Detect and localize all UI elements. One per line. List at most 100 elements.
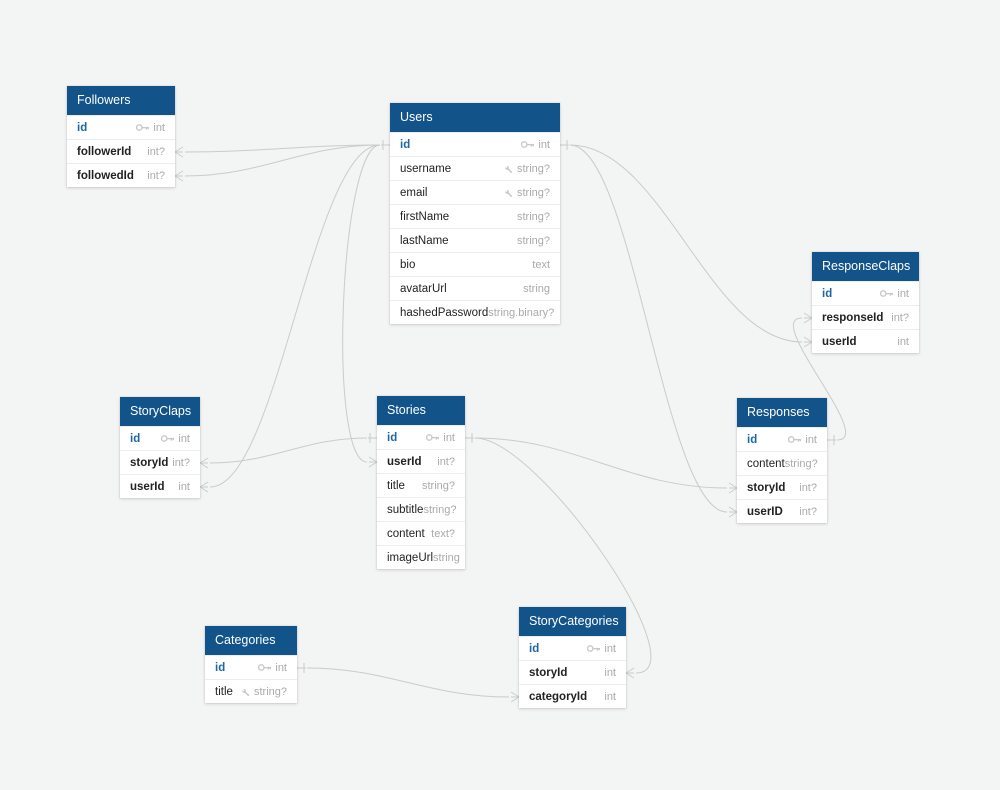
table-row: followedId int? <box>67 163 175 187</box>
column-type: string? <box>254 686 287 698</box>
column-name: id <box>400 139 410 151</box>
column-type: string.binary? <box>488 307 554 319</box>
column-name: email <box>400 187 427 199</box>
table-header[interactable]: StoryClaps <box>120 397 200 426</box>
column-type: string? <box>517 163 550 175</box>
column-type: int <box>538 139 550 151</box>
table-row: storyIdint? <box>737 475 827 499</box>
table-row: userIdint <box>812 329 919 353</box>
table-header[interactable]: Categories <box>205 626 297 655</box>
column-type: string <box>433 552 460 564</box>
column-type: int? <box>437 456 455 468</box>
table-row: lastName string? <box>390 228 560 252</box>
column-name: followedId <box>77 170 134 182</box>
column-name: content <box>387 528 425 540</box>
column-name: subtitle <box>387 504 423 516</box>
column-name: id <box>215 662 225 674</box>
table-header[interactable]: ResponseClaps <box>812 252 919 281</box>
column-type: int? <box>147 170 165 182</box>
table-row: subtitlestring? <box>377 497 465 521</box>
column-name: storyId <box>529 667 567 679</box>
key-icon <box>788 435 801 444</box>
table-storycategories[interactable]: StoryCategoriesidintstoryIdintcategoryId… <box>519 607 626 708</box>
column-name: userId <box>130 481 165 493</box>
table-users[interactable]: Usersidintusernamestring?emailstring?fir… <box>390 103 560 324</box>
table-row: avatarUrl string <box>390 276 560 300</box>
column-name: title <box>215 686 233 698</box>
table-row: followerIdint? <box>67 139 175 163</box>
table-row: emailstring? <box>390 180 560 204</box>
table-row: responseIdint? <box>812 305 919 329</box>
column-type: int <box>153 122 165 134</box>
column-type: string? <box>423 504 456 516</box>
table-row: categoryId int <box>519 684 626 708</box>
column-type: int <box>604 691 616 703</box>
column-type: int <box>443 432 455 444</box>
table-storyclaps[interactable]: StoryClaps id int storyIdint? userId int <box>120 397 200 498</box>
table-row: title string? <box>205 679 297 703</box>
relation-edge <box>475 438 727 488</box>
column-name: imageUrl <box>387 552 433 564</box>
column-name: id <box>747 434 757 446</box>
table-header[interactable]: Followers <box>67 86 175 115</box>
table-row: contenttext? <box>377 521 465 545</box>
column-type: int <box>275 662 287 674</box>
column-type: int <box>178 481 190 493</box>
table-row: id int <box>67 115 175 139</box>
table-row: userIDint? <box>737 499 827 523</box>
column-type: int <box>178 433 190 445</box>
column-type: string <box>523 283 550 295</box>
table-row: storyIdint? <box>120 450 200 474</box>
column-name: id <box>130 433 140 445</box>
relation-edge <box>307 668 509 697</box>
column-type: string? <box>422 480 455 492</box>
column-name: userID <box>747 506 783 518</box>
table-row: id int <box>120 426 200 450</box>
table-row: idint <box>812 281 919 305</box>
column-name: userId <box>822 336 857 348</box>
diagram-canvas: FollowersidintfollowerIdint?followedIdin… <box>0 0 1000 790</box>
table-categories[interactable]: Categories id int title string? <box>205 626 297 703</box>
table-followers[interactable]: Followers id int followerIdint? followedId in… <box>67 86 175 187</box>
relation-edge <box>210 145 380 487</box>
column-type: string? <box>517 235 550 247</box>
table-responses[interactable]: Responsesidintcontentstring?storyIdint?u… <box>737 398 827 523</box>
table-row: imageUrlstring <box>377 545 465 569</box>
key-icon <box>258 663 271 672</box>
table-header[interactable]: Users <box>390 103 560 132</box>
table-row: idint <box>737 427 827 451</box>
table-row: storyId int <box>519 660 626 684</box>
column-type: string? <box>517 211 550 223</box>
column-type: int? <box>147 146 165 158</box>
column-name: id <box>77 122 87 134</box>
column-name: id <box>387 432 397 444</box>
column-name: title <box>387 480 405 492</box>
table-stories[interactable]: StoriesidintuserIdint?titlestring?subtit… <box>377 396 465 569</box>
relation-edge <box>185 145 380 152</box>
column-type: int <box>897 288 909 300</box>
column-name: categoryId <box>529 691 587 703</box>
column-type: int? <box>891 312 909 324</box>
table-row: id int <box>377 425 465 449</box>
column-type: string? <box>785 458 818 470</box>
column-name: content <box>747 458 785 470</box>
table-row: contentstring? <box>737 451 827 475</box>
index-icon <box>240 687 250 697</box>
column-name: firstName <box>400 211 449 223</box>
table-row: hashedPasswordstring.binary? <box>390 300 560 324</box>
column-name: username <box>400 163 451 175</box>
table-header[interactable]: Stories <box>377 396 465 425</box>
column-name: lastName <box>400 235 449 247</box>
key-icon <box>587 644 600 653</box>
relation-edge <box>570 145 727 512</box>
table-responseclaps[interactable]: ResponseClapsidintresponseIdint?userIdin… <box>812 252 919 353</box>
column-name: avatarUrl <box>400 283 447 295</box>
column-name: storyId <box>130 457 168 469</box>
table-header[interactable]: StoryCategories <box>519 607 626 636</box>
relation-edge <box>185 145 380 176</box>
table-header[interactable]: Responses <box>737 398 827 427</box>
column-name: storyId <box>747 482 785 494</box>
column-name: id <box>529 643 539 655</box>
index-icon <box>503 188 513 198</box>
column-type: int <box>604 667 616 679</box>
